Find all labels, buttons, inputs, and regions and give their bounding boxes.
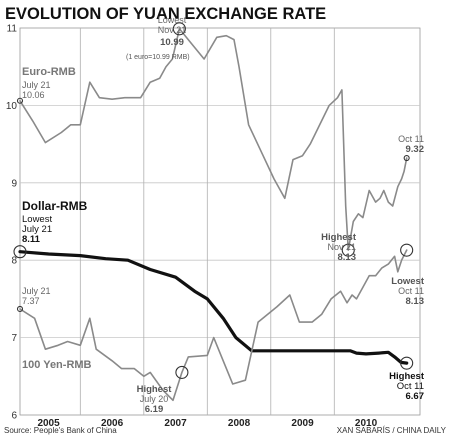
euro-start-annotation: July 21 10.06 [22, 80, 51, 100]
x-axis: 2005 2006 2007 2008 2009 2010 [37, 418, 377, 429]
svg-text:Highest: Highest [389, 371, 425, 382]
series-label-yen: 100 Yen-RMB [22, 359, 92, 371]
x-tick-label: 2006 [101, 418, 124, 429]
dollar-rmb-line [18, 250, 409, 365]
dollar-start-annotation: Lowest July 21 8.11 [22, 214, 52, 245]
yen-start-annotation: July 21 7.37 [22, 286, 51, 306]
series-label-dollar: Dollar-RMB [22, 199, 88, 213]
svg-text:8.13: 8.13 [338, 252, 357, 263]
dollar-start-marker [13, 245, 27, 259]
yen-highest-annotation: Highest July 20 6.19 [137, 384, 173, 415]
yen-end-annotation: Lowest Oct 11 8.13 [391, 276, 425, 307]
euro-start-marker [16, 97, 24, 104]
svg-text:Lowest: Lowest [391, 276, 425, 287]
x-tick-label: 2008 [228, 418, 251, 429]
y-tick-label: 10 [6, 101, 18, 112]
dollar-end-marker [400, 356, 414, 370]
y-tick-label: 11 [7, 24, 18, 35]
svg-text:8.11: 8.11 [22, 234, 41, 245]
chart-grid [19, 27, 421, 416]
y-tick-label: 6 [11, 411, 17, 422]
svg-text:Nov 21: Nov 21 [158, 25, 187, 35]
svg-text:Lowest: Lowest [22, 214, 52, 225]
plot-frame [19, 27, 421, 416]
y-tick-label: 8 [11, 256, 17, 267]
x-tick-label: 2007 [164, 418, 187, 429]
credit-note: XAN SABARÍS / CHINA DAILY [337, 426, 447, 435]
svg-text:Oct 11: Oct 11 [398, 286, 424, 296]
svg-text:Lowest: Lowest [158, 15, 187, 25]
source-note: Source: People's Bank of China [4, 426, 117, 435]
euro-lowest-marker [172, 22, 186, 36]
yen-rmb-line [19, 249, 408, 402]
svg-text:July 20: July 20 [140, 394, 169, 404]
svg-text:7.37: 7.37 [22, 296, 40, 306]
euro-end-annotation: Oct 11 9.32 [398, 134, 424, 155]
yen-start-marker [16, 305, 24, 313]
euro-lowest-annotation: Lowest Nov 21 10.99 (1 euro=10.99 RMB) [126, 15, 190, 61]
euro-end-marker [403, 154, 410, 162]
svg-text:9.32: 9.32 [406, 144, 425, 155]
svg-text:July 21: July 21 [22, 80, 51, 90]
svg-text:July 21: July 21 [22, 286, 51, 296]
year-dividers [79, 28, 335, 415]
series-lines [18, 28, 409, 402]
series-label-euro: Euro-RMB [22, 66, 76, 78]
svg-text:(1 euro=10.99 RMB): (1 euro=10.99 RMB) [126, 54, 190, 61]
euro-highest-annotation: Highest Nov 21 8.13 [321, 232, 357, 263]
x-tick-label: 2009 [291, 418, 314, 429]
dollar-end-annotation: Highest Oct 11 6.67 [389, 371, 425, 402]
euro-highest-marker [341, 243, 355, 257]
euro-rmb-line [19, 28, 408, 251]
y-axis: 6 7 8 9 10 11 [6, 24, 18, 422]
svg-text:Highest: Highest [321, 232, 357, 243]
highlight-markers [13, 22, 414, 379]
svg-text:6.67: 6.67 [406, 391, 425, 402]
svg-text:Oct 11: Oct 11 [398, 134, 424, 144]
svg-text:6.19: 6.19 [145, 404, 164, 415]
svg-text:July 21: July 21 [22, 224, 52, 235]
svg-text:10.06: 10.06 [22, 90, 45, 100]
svg-text:10.99: 10.99 [160, 37, 184, 48]
x-tick-label: 2010 [355, 418, 378, 429]
y-tick-label: 7 [11, 333, 17, 344]
y-tick-label: 9 [11, 178, 17, 189]
yen-highest-marker [175, 365, 189, 379]
chart-title: EVOLUTION OF YUAN EXCHANGE RATE [5, 5, 326, 23]
svg-text:Oct 11: Oct 11 [397, 381, 424, 392]
svg-text:Nov 21: Nov 21 [327, 242, 356, 252]
svg-text:8.13: 8.13 [406, 296, 425, 307]
yen-end-marker [400, 243, 414, 257]
x-tick-label: 2005 [37, 418, 60, 429]
svg-text:Highest: Highest [137, 384, 173, 395]
